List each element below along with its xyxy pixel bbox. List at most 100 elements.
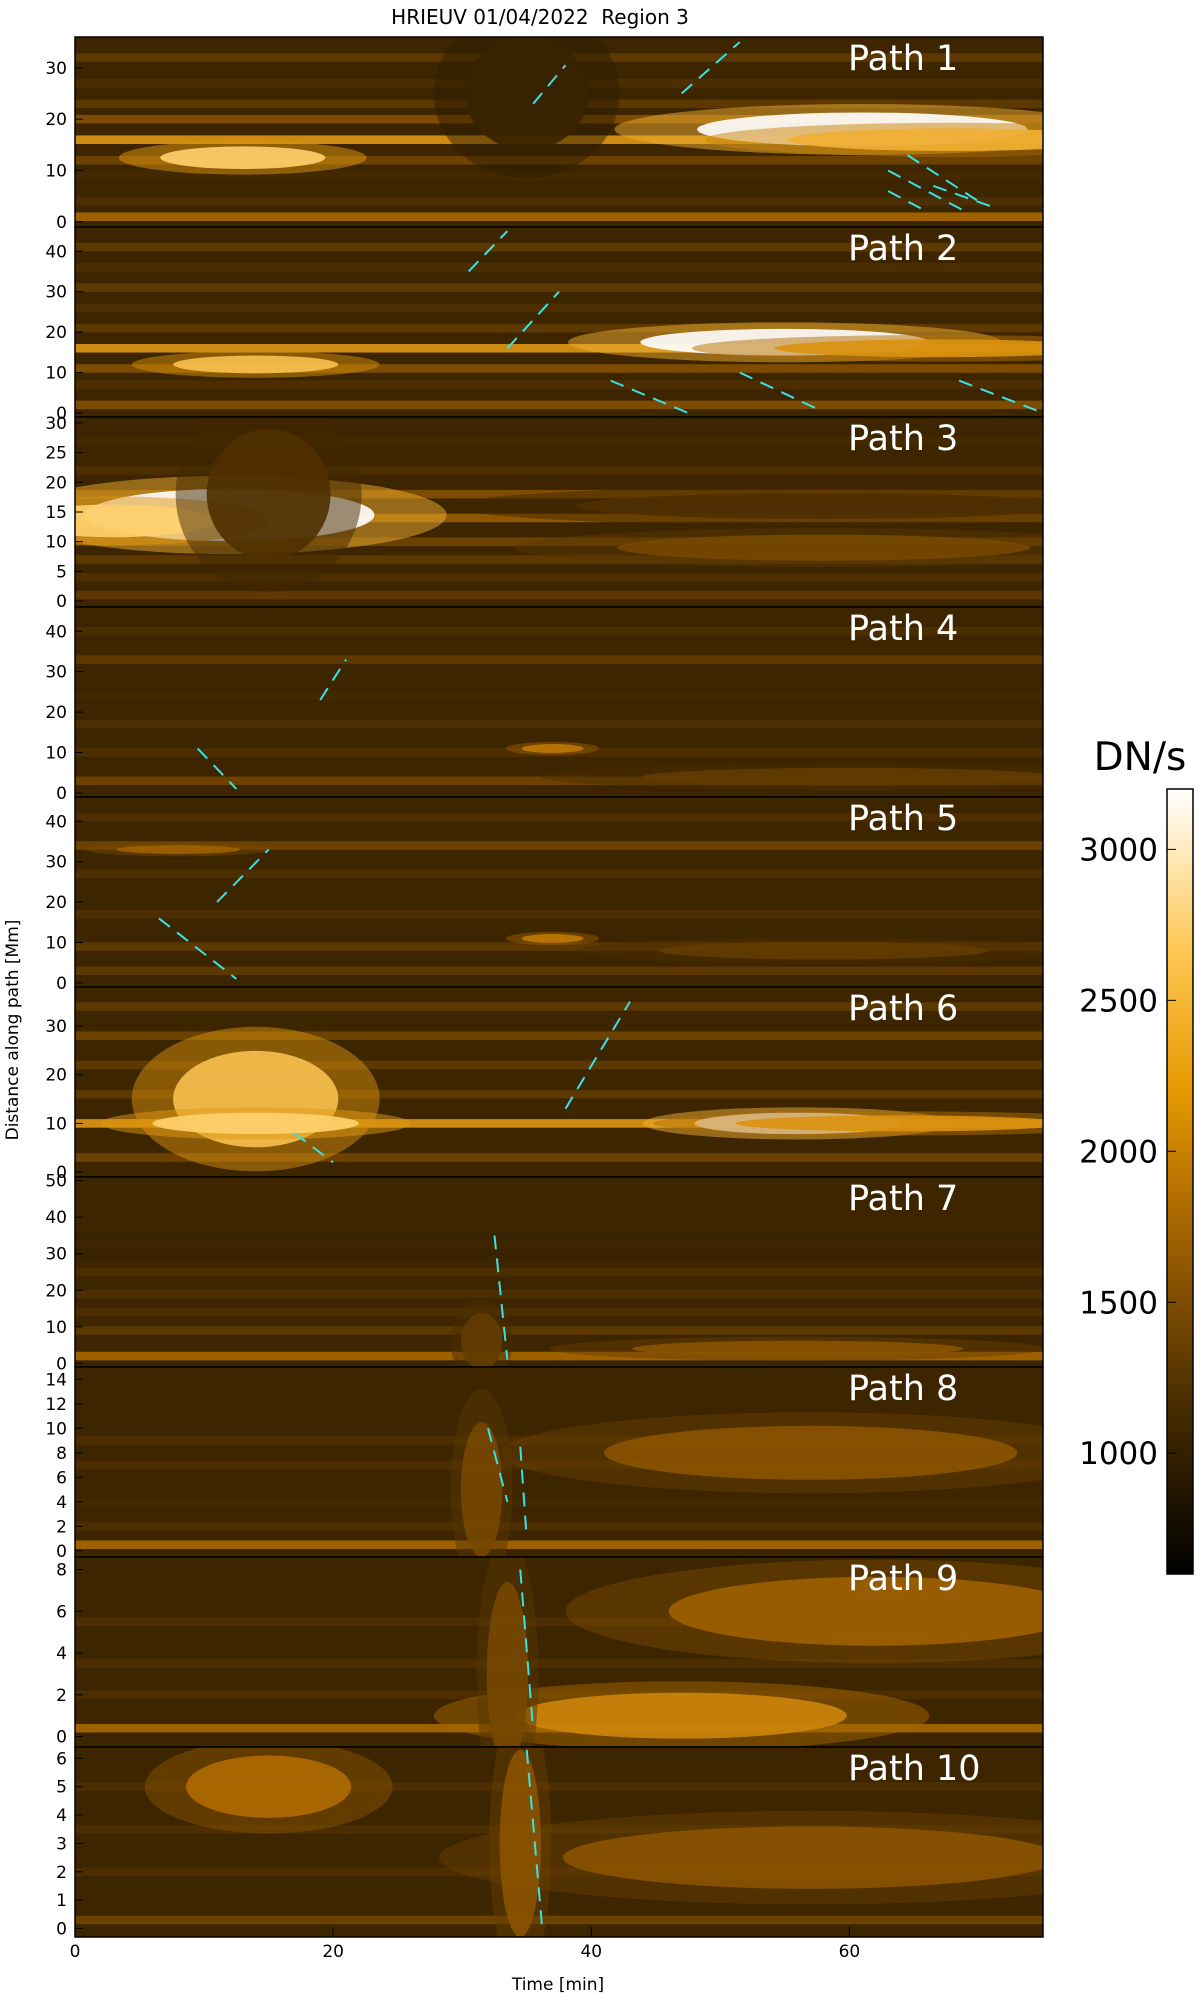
panel-label: Path 5 (848, 799, 958, 839)
bright-region (460, 1313, 503, 1367)
bright-region (604, 1425, 1018, 1480)
panel-1: 0 10 20 30 Path 1 (45, 36, 1044, 233)
panel-image (75, 987, 1043, 1177)
colorbar-tick-label: 2500 (1079, 983, 1158, 1019)
y-tick-label: 6 (56, 1749, 67, 1769)
y-tick-label: 20 (45, 703, 67, 723)
bright-region (787, 128, 1043, 151)
y-tick-label: 30 (45, 663, 67, 683)
bright-region (464, 37, 589, 150)
x-axis: 0 20 40 60 (70, 1927, 861, 1962)
intensity-band (75, 344, 1043, 353)
y-tick-label: 0 (56, 1163, 67, 1183)
intensity-band (75, 942, 1043, 951)
track-dashed-line (739, 371, 818, 410)
track-dashed-line (525, 1749, 544, 1929)
intensity-band (75, 466, 1043, 475)
y-tick-label: 5 (56, 1778, 67, 1798)
y-tick-label: 2 (56, 1686, 67, 1706)
y-tick-label: 30 (45, 1245, 67, 1265)
track-dashed-line (467, 230, 509, 273)
bright-region (658, 941, 989, 960)
intensity-band (75, 1307, 1043, 1317)
bright-region (521, 744, 584, 753)
panel-4: 0 10 20 30 40 Path 4 (45, 606, 1044, 804)
y-tick-label: 20 (45, 473, 67, 493)
track-dashed-line (293, 1132, 334, 1164)
y-tick-label: 10 (45, 162, 67, 182)
intensity-band (75, 242, 1043, 252)
y-tick-label: 4 (56, 1644, 67, 1664)
bright-region (206, 428, 331, 560)
y-tick-label: 20 (45, 1066, 67, 1086)
chart-title: HRIEUV 01/04/2022 Region 3 (391, 5, 689, 29)
panel-image (75, 1367, 1043, 1557)
intensity-band (75, 1119, 1043, 1128)
track-dashed-line (506, 291, 560, 349)
y-tick-label: 0 (56, 1542, 67, 1562)
track-dashed-line (906, 154, 980, 203)
y-tick-label: 40 (45, 1208, 67, 1228)
track-dashed-line (158, 917, 237, 980)
y-tick-label: 8 (56, 1561, 67, 1581)
bright-region (460, 1422, 503, 1557)
y-tick-label: 10 (45, 934, 67, 954)
y-tick-label: 10 (45, 364, 67, 384)
intensity-band (75, 812, 1043, 822)
panel-label: Path 6 (848, 989, 958, 1029)
intensity-band (75, 573, 1043, 582)
bright-region (152, 1112, 359, 1135)
y-tick-label: 1 (56, 1891, 67, 1911)
y-tick-label: 6 (56, 1602, 67, 1622)
panel-frame (74, 1746, 1044, 1938)
y-tick-label: 0 (56, 1728, 67, 1748)
bright-region (617, 534, 1031, 561)
y-tick-label: 14 (45, 1370, 67, 1390)
panel-label: Path 1 (848, 39, 958, 79)
bright-region (562, 1826, 1043, 1889)
intensity-band (75, 1267, 1043, 1277)
panel-6: 0 10 20 30 Path 6 (45, 986, 1044, 1183)
intensity-band (75, 364, 1043, 373)
y-tick-label: 20 (45, 1281, 67, 1301)
y-tick-label: 4 (56, 1493, 67, 1513)
bright-region (160, 146, 326, 169)
y-tick-label: 50 (45, 1172, 67, 1192)
intensity-band (75, 171, 1043, 180)
y-tick-label: 10 (45, 1114, 67, 1134)
panel-image (75, 1177, 1043, 1367)
track-dashed-line (958, 379, 1043, 414)
y-tick-label: 4 (56, 1806, 67, 1826)
panel-image (75, 37, 1043, 227)
y-tick-label: 20 (45, 323, 67, 343)
track-dashed-line (216, 848, 270, 903)
intensity-band (75, 655, 1043, 664)
x-tick-label: 60 (839, 1942, 861, 1962)
panel-label: Path 7 (848, 1179, 958, 1219)
y-tick-label: 30 (45, 59, 67, 79)
panel-image (75, 1747, 1043, 1937)
y-tick-label: 0 (56, 784, 67, 804)
y-tick-label: 15 (45, 503, 67, 523)
bright-region (575, 493, 1043, 520)
intensity-band (75, 719, 1043, 729)
y-tick-label: 0 (56, 1919, 67, 1939)
colorbar-tick-label: 2000 (1079, 1134, 1158, 1170)
intensity-band (75, 1617, 1043, 1627)
y-tick-label: 20 (45, 110, 67, 130)
y-tick-label: 12 (45, 1395, 67, 1415)
track-dashed-line (610, 379, 689, 414)
intensity-band (75, 1060, 1043, 1070)
y-tick-label: 30 (45, 283, 67, 303)
bright-region (116, 845, 241, 854)
bright-region (632, 1340, 963, 1357)
y-tick-label: 0 (56, 1354, 67, 1374)
intensity-band (75, 1326, 1043, 1335)
colorbar-tick-label: 1000 (1079, 1436, 1158, 1472)
panel-image (75, 797, 1043, 987)
x-tick-label: 40 (580, 1942, 602, 1962)
panel-image (75, 227, 1043, 417)
y-tick-label: 6 (56, 1468, 67, 1488)
intensity-band (75, 1497, 1043, 1507)
